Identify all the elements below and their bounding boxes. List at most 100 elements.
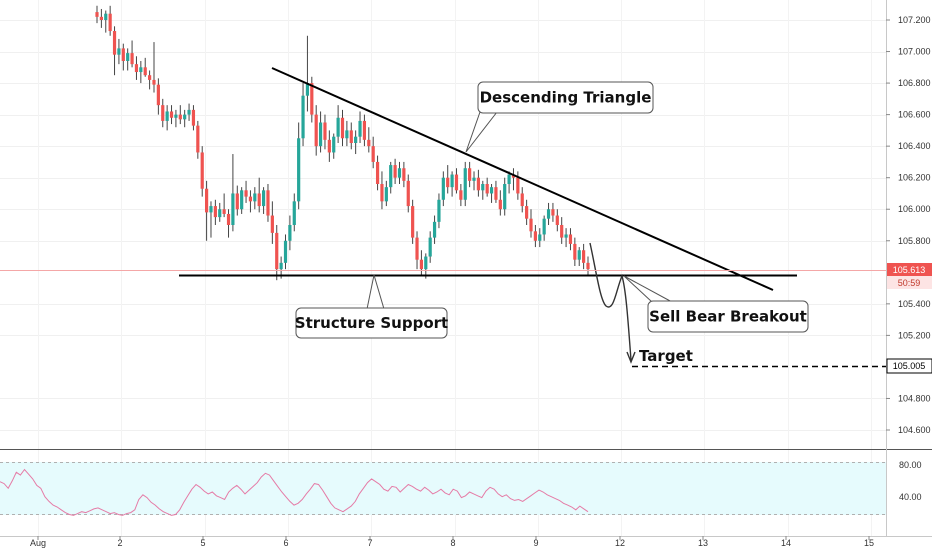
- candle: [332, 133, 336, 159]
- x-tick-label: 12: [615, 538, 625, 548]
- candle-body: [261, 190, 266, 207]
- candle-body: [582, 250, 586, 263]
- candle-body: [415, 237, 419, 260]
- current-price-tag: [887, 263, 932, 276]
- callout-structure-support: Structure Support: [295, 274, 448, 339]
- candle: [546, 202, 551, 225]
- candle: [577, 247, 581, 266]
- candle: [564, 228, 568, 248]
- rsi-band-fill: [0, 462, 886, 515]
- candle-body: [191, 109, 196, 126]
- candle: [393, 158, 397, 184]
- callout-descending-triangle-tail: [465, 111, 498, 153]
- candle: [270, 201, 274, 244]
- candle: [261, 187, 266, 214]
- candle: [183, 109, 187, 128]
- callout-descending-triangle-box: [477, 81, 654, 114]
- candle: [161, 98, 165, 128]
- candle: [375, 155, 380, 191]
- candle: [266, 184, 270, 222]
- candle: [191, 105, 196, 131]
- candle-body: [362, 120, 367, 140]
- candle-body: [104, 13, 108, 20]
- candle-body: [349, 130, 353, 143]
- y-tick-label: 106.400: [898, 141, 931, 151]
- candle: [218, 202, 222, 222]
- current-price-label: 105.613: [893, 265, 926, 275]
- rsi-tick-label: 40.00: [899, 492, 922, 502]
- candle-body: [213, 206, 217, 218]
- candle-body: [323, 122, 327, 140]
- candle: [446, 165, 450, 194]
- y-tick-label: 104.800: [898, 393, 931, 403]
- candle-body: [555, 215, 559, 225]
- candle-body: [424, 256, 428, 270]
- candle-body: [481, 184, 485, 191]
- candle: [560, 217, 564, 244]
- candle: [468, 161, 472, 188]
- candle-body: [226, 213, 231, 225]
- candle: [380, 171, 384, 210]
- candle: [454, 168, 459, 194]
- candle-body: [511, 174, 516, 178]
- countdown-tag: [887, 276, 932, 289]
- candle: [143, 57, 147, 77]
- candle: [226, 209, 231, 238]
- candle-body: [586, 262, 590, 270]
- candle: [174, 109, 178, 128]
- candle-body: [432, 221, 437, 238]
- projection-path: [589, 242, 632, 361]
- callout-sell-bear-breakout-tail: [623, 275, 673, 303]
- x-tick-label: 14: [781, 538, 791, 548]
- candle: [336, 105, 340, 143]
- candle-body: [411, 206, 415, 238]
- candle: [104, 10, 108, 33]
- candle: [139, 61, 143, 84]
- rsi-axis-ticks: 80.00 40.00: [899, 460, 922, 502]
- candle: [384, 180, 388, 207]
- y-tick-label: 106.000: [898, 204, 931, 214]
- candle-body: [134, 64, 139, 73]
- x-tick-label: 8: [450, 538, 455, 548]
- candle-body: [393, 165, 397, 178]
- candle-body: [314, 114, 318, 147]
- y-tick-label: 105.400: [898, 299, 931, 309]
- candle-body: [463, 168, 467, 200]
- candle: [112, 26, 117, 76]
- rsi-band-lines: [0, 462, 886, 515]
- candle-body: [222, 209, 226, 214]
- candle-body: [301, 95, 305, 139]
- x-tick-label: 2: [117, 538, 122, 548]
- candle-body: [542, 218, 546, 235]
- candle: [99, 8, 103, 28]
- y-tick-label: 106.800: [898, 78, 931, 88]
- candle: [441, 171, 445, 207]
- drawings: [179, 67, 886, 368]
- candle: [586, 256, 590, 276]
- callouts: Descending Triangle Structure Support Sell…: [295, 81, 809, 365]
- y-tick-label: 107.000: [898, 47, 931, 57]
- target-price-label: 105.005: [893, 361, 926, 371]
- x-tick-label: 5: [200, 538, 205, 548]
- candle-body: [183, 114, 187, 120]
- candle: [283, 234, 288, 270]
- candle: [288, 215, 292, 251]
- candle: [257, 177, 261, 213]
- candle-body: [130, 53, 134, 65]
- candle: [402, 161, 406, 188]
- callout-sell-bear-breakout-text: Sell Bear Breakout: [649, 308, 807, 326]
- candle: [411, 199, 415, 244]
- candle: [345, 120, 349, 147]
- candles: [95, 5, 590, 281]
- candle: [450, 171, 454, 197]
- candle-body: [336, 117, 340, 137]
- candle: [367, 127, 371, 153]
- candle-body: [169, 111, 174, 118]
- candle-body: [240, 190, 244, 210]
- candle: [297, 122, 301, 210]
- candle: [472, 171, 476, 191]
- candle-body: [397, 168, 402, 178]
- candle: [134, 56, 139, 80]
- x-tick-label: 6: [283, 538, 288, 548]
